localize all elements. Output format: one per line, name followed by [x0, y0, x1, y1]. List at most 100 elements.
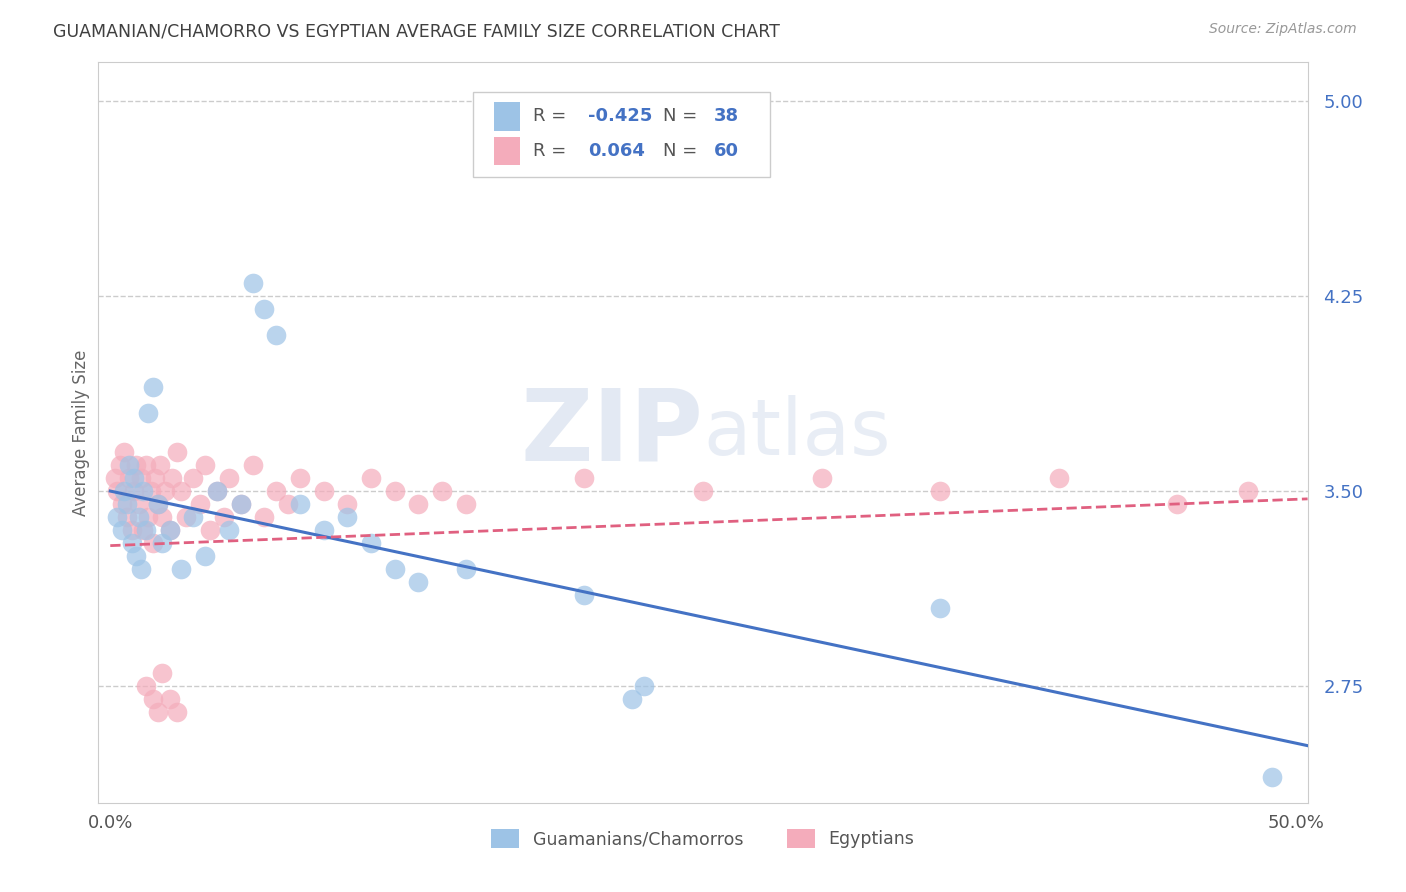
Point — [118, 471, 141, 485]
Point — [929, 601, 952, 615]
Point — [264, 484, 287, 499]
Point — [146, 497, 169, 511]
Point — [105, 484, 128, 499]
Point — [212, 510, 235, 524]
Point — [149, 458, 172, 472]
Point — [159, 523, 181, 537]
Point — [432, 484, 454, 499]
Point — [111, 523, 134, 537]
Point — [384, 484, 406, 499]
Point — [152, 510, 174, 524]
Point — [574, 471, 596, 485]
Point — [132, 484, 155, 499]
Point — [128, 497, 150, 511]
Point — [105, 510, 128, 524]
Point — [146, 705, 169, 719]
Point — [111, 497, 134, 511]
Point — [142, 536, 165, 550]
Point — [115, 497, 138, 511]
Point — [574, 588, 596, 602]
Point — [125, 458, 148, 472]
Point — [1261, 770, 1284, 784]
Point — [253, 302, 276, 317]
Point — [152, 665, 174, 680]
Point — [118, 458, 141, 472]
Point — [159, 523, 181, 537]
Text: 38: 38 — [714, 108, 740, 126]
Point — [218, 471, 240, 485]
Point — [229, 497, 252, 511]
Point — [174, 510, 197, 524]
Point — [242, 458, 264, 472]
Point — [194, 549, 217, 563]
Point — [288, 471, 311, 485]
Point — [205, 484, 228, 499]
Point — [229, 497, 252, 511]
Point — [360, 471, 382, 485]
Point — [136, 510, 159, 524]
Text: 60: 60 — [714, 143, 740, 161]
Point — [264, 328, 287, 343]
FancyBboxPatch shape — [474, 92, 769, 178]
Point — [132, 523, 155, 537]
Point — [108, 458, 131, 472]
Point — [121, 536, 143, 550]
Point — [198, 523, 221, 537]
Point — [125, 549, 148, 563]
Point — [170, 562, 193, 576]
Point — [136, 406, 159, 420]
Text: 0.064: 0.064 — [588, 143, 645, 161]
Point — [153, 484, 176, 499]
Point — [129, 471, 152, 485]
Point — [122, 484, 145, 499]
Point — [152, 536, 174, 550]
Point — [1047, 471, 1070, 485]
Point — [159, 692, 181, 706]
Text: GUAMANIAN/CHAMORRO VS EGYPTIAN AVERAGE FAMILY SIZE CORRELATION CHART: GUAMANIAN/CHAMORRO VS EGYPTIAN AVERAGE F… — [53, 22, 780, 40]
Text: atlas: atlas — [703, 394, 890, 471]
Point — [312, 523, 335, 537]
Point — [143, 471, 166, 485]
Point — [384, 562, 406, 576]
Point — [181, 510, 204, 524]
Point — [205, 484, 228, 499]
Text: ZIP: ZIP — [520, 384, 703, 481]
Point — [242, 277, 264, 291]
Point — [194, 458, 217, 472]
Point — [114, 484, 136, 499]
Point — [408, 574, 430, 589]
Point — [160, 471, 183, 485]
Point — [170, 484, 193, 499]
Point — [114, 445, 136, 459]
Point — [128, 510, 150, 524]
Point — [121, 523, 143, 537]
Point — [454, 562, 477, 576]
Point — [139, 484, 162, 499]
Text: Source: ZipAtlas.com: Source: ZipAtlas.com — [1209, 22, 1357, 37]
Point — [190, 497, 212, 511]
Point — [336, 497, 359, 511]
Point — [166, 705, 188, 719]
Point — [336, 510, 359, 524]
Point — [104, 471, 127, 485]
Point — [633, 679, 655, 693]
Y-axis label: Average Family Size: Average Family Size — [72, 350, 90, 516]
Point — [454, 497, 477, 511]
Point — [408, 497, 430, 511]
Point — [253, 510, 276, 524]
Point — [929, 484, 952, 499]
Point — [135, 679, 157, 693]
Text: N =: N = — [664, 143, 703, 161]
FancyBboxPatch shape — [494, 137, 520, 165]
FancyBboxPatch shape — [494, 103, 520, 130]
Text: N =: N = — [664, 108, 703, 126]
Point — [115, 510, 138, 524]
Point — [218, 523, 240, 537]
Point — [129, 562, 152, 576]
Point — [135, 523, 157, 537]
Point — [135, 458, 157, 472]
Legend: Guamanians/Chamorros, Egyptians: Guamanians/Chamorros, Egyptians — [482, 821, 924, 857]
Point — [288, 497, 311, 511]
Point — [692, 484, 714, 499]
Point — [1237, 484, 1260, 499]
